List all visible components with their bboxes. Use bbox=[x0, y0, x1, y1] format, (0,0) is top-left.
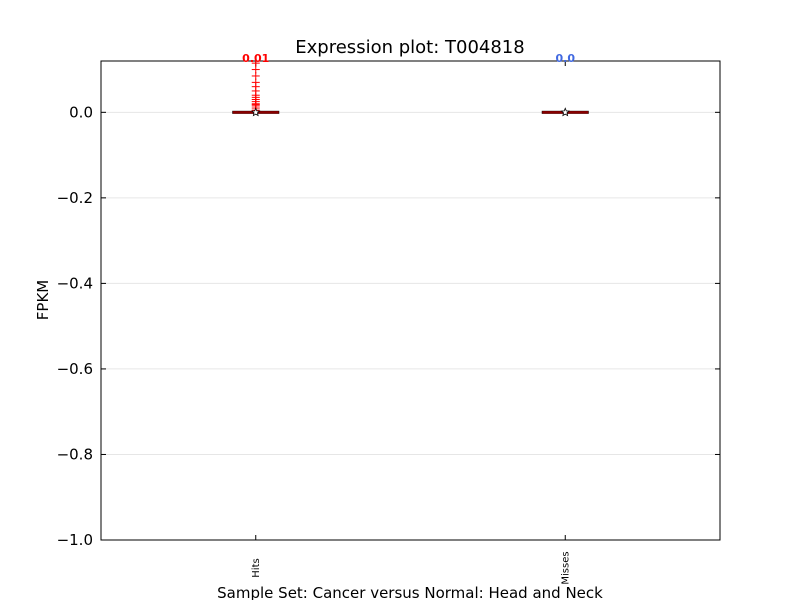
box-hits: Hits 0.01 bbox=[232, 52, 280, 578]
y-axis-label: FPKM bbox=[34, 280, 52, 320]
axes-frame bbox=[100, 60, 721, 541]
outlier-point bbox=[251, 59, 260, 68]
y-tick-label: −0.6 bbox=[57, 360, 93, 378]
box-series: Hits 0.01 Misses 0.0 bbox=[232, 52, 589, 585]
box-misses: Misses 0.0 bbox=[541, 52, 589, 585]
category-label: Hits bbox=[251, 558, 262, 577]
mean-value-label: 0.0 bbox=[556, 52, 576, 65]
category-label: Misses bbox=[560, 551, 571, 584]
y-axis: 0.0 −0.2 −0.4 −0.6 −0.8 −1.0 bbox=[57, 103, 720, 549]
grid-lines bbox=[101, 111, 720, 541]
mean-marker bbox=[560, 107, 571, 117]
y-tick-label: −0.4 bbox=[57, 274, 93, 292]
y-tick-label: 0.0 bbox=[69, 103, 93, 121]
y-tick-label: −0.2 bbox=[57, 189, 93, 207]
y-tick-label: −1.0 bbox=[57, 531, 93, 549]
x-axis-label: Sample Set: Cancer versus Normal: Head a… bbox=[217, 584, 603, 600]
y-tick-label: −0.8 bbox=[57, 445, 93, 463]
mean-marker bbox=[250, 107, 261, 117]
chart-title: Expression plot: T004818 bbox=[295, 37, 524, 58]
mean-value-label: 0.01 bbox=[242, 52, 269, 65]
